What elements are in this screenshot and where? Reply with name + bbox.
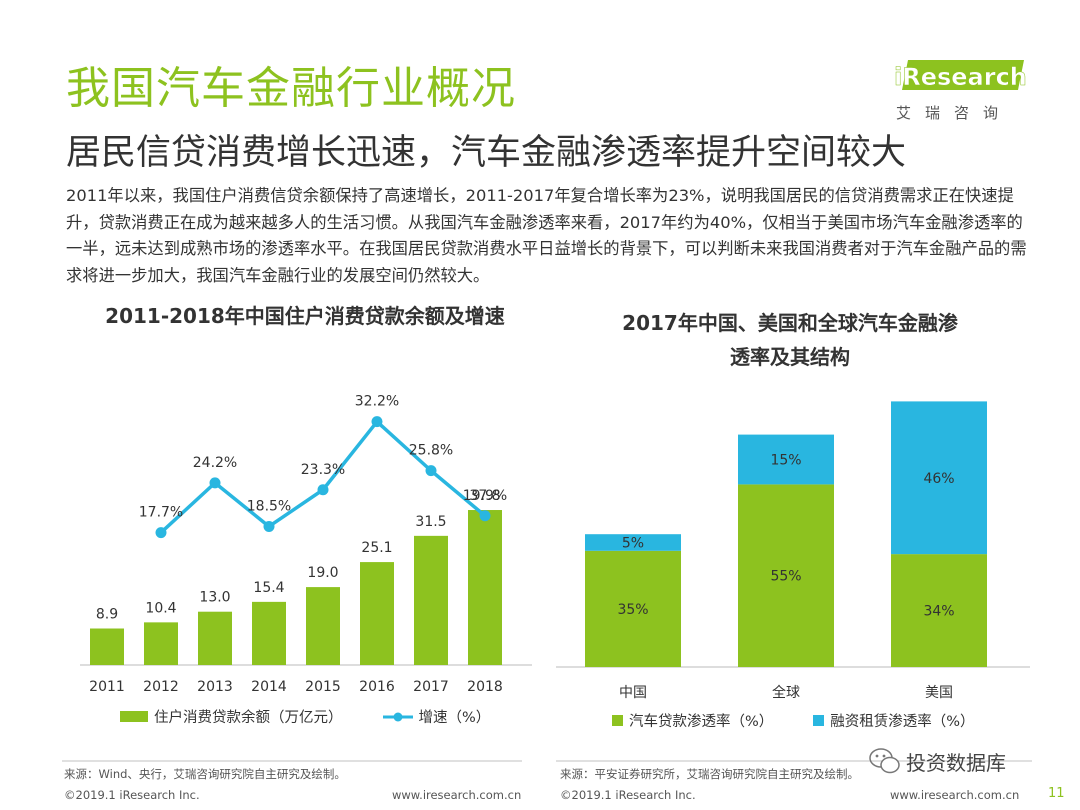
logo-cn-text: 艾瑞咨询 [896, 104, 1013, 122]
legend-swatch-blue [813, 715, 825, 726]
chart1-plot: 8.9 2011 10.4 2012 13.0 2013 15.4 2014 19.0 2015 2… [80, 394, 532, 695]
chart1-x-tick: 2017 [413, 679, 449, 695]
chart1-legend-line: 增速（%） [382, 706, 491, 727]
chart1-line-point [371, 416, 383, 428]
chart1-x-tick: 2015 [305, 679, 341, 695]
chart1-bar-label: 13.0 [199, 590, 230, 606]
chart2-segment-label: 55% [770, 569, 801, 585]
chart2-legend-leasing-label: 融资租赁渗透率（%） [830, 714, 975, 730]
url-left: www.iresearch.com.cn [392, 788, 522, 802]
chart2-legend-leasing: 融资租赁渗透率（%） [813, 710, 975, 731]
chart1-x-tick: 2011 [89, 679, 125, 695]
chart1-line-label: 24.2% [193, 455, 237, 471]
chart1-line-point [425, 465, 437, 477]
chart1-bar-label: 31.5 [415, 514, 446, 530]
chart1-bar-label: 15.4 [253, 580, 284, 596]
chart1-bar-label: 25.1 [361, 540, 392, 556]
legend-swatch-line [382, 712, 413, 721]
chart1-x-tick: 2012 [143, 679, 179, 695]
page-number: 11 [1048, 786, 1065, 801]
chart1-bar [360, 562, 394, 665]
chart1-line-point [479, 510, 491, 522]
chart2-plot: 35% 5% 中国 55% 15% 全球 34% 46% 美国 [556, 401, 1030, 701]
chart1-bar-label: 8.9 [96, 607, 118, 623]
chart1-bar-label: 10.4 [145, 600, 176, 616]
chart1-legend-bar-label: 住户消费贷款余额（万亿元） [154, 710, 343, 726]
chart2-title-line1: 2017年中国、美国和全球汽车金融渗 [622, 311, 958, 335]
intro-paragraph: 2011年以来，我国住户消费信贷余额保持了高速增长，2011-2017年复合增长… [66, 186, 1027, 285]
page-subtitle: 居民信贷消费增长迅速，汽车金融渗透率提升空间较大 [66, 133, 907, 173]
chart2-segment-label: 15% [770, 453, 801, 469]
footer-divider-right [556, 760, 1032, 762]
chart2-bar-leasing [738, 434, 834, 485]
chart2-bar-leasing [891, 401, 987, 555]
chart1-x-tick: 2016 [359, 679, 395, 695]
chart1-line-label: 32.2% [355, 394, 399, 410]
chart1-line-point [209, 477, 221, 489]
chart1-bar [144, 622, 178, 665]
chart2-bar-leasing [585, 534, 681, 551]
chart1-x-tick: 2013 [197, 679, 233, 695]
chart1-line-point [155, 527, 167, 539]
chart1-bar [252, 601, 286, 665]
footer-divider-left [62, 760, 522, 762]
legend-swatch-green [612, 715, 623, 726]
chart2-bar-auto-loan [585, 550, 681, 667]
chart1-line-label: 25.8% [409, 443, 453, 459]
iresearch-logo: iResearch 艾瑞咨询 [890, 58, 1030, 128]
chart1-legend: 住户消费贷款余额（万亿元） 增速（%） [120, 706, 490, 727]
chart1-line-label: 19.9% [463, 488, 507, 504]
chart1-x-tick: 2014 [251, 679, 287, 695]
chart1-bar-label: 19.0 [307, 565, 338, 581]
copyright-right: ©2019.1 iResearch Inc. [560, 788, 696, 802]
chart1-x-tick: 2018 [467, 679, 503, 695]
chart1-bar [468, 510, 502, 665]
chart1-line-label: 17.7% [139, 505, 183, 521]
chart2-legend-auto-loan-label: 汽车贷款渗透率（%） [629, 714, 774, 730]
logo-wordmark: iResearch [894, 60, 1026, 91]
chart2-legend-auto-loan: 汽车贷款渗透率（%） [612, 710, 773, 731]
chart2-bar-auto-loan [891, 554, 987, 667]
page-title: 我国汽车金融行业概况 [66, 63, 516, 114]
chart1-legend-line-label: 增速（%） [418, 710, 491, 726]
chart2-segment-label: 34% [923, 604, 954, 620]
chart1-title: 2011-2018年中国住户消费贷款余额及增速 [105, 304, 505, 328]
url-right: www.iresearch.com.cn [890, 788, 1020, 802]
chart1-bar [90, 628, 124, 665]
chart1-legend-bar: 住户消费贷款余额（万亿元） [120, 706, 343, 727]
chart2-title: 2017年中国、美国和全球汽车金融渗 透率及其结构 [570, 306, 1010, 374]
chart1-bar [198, 611, 232, 665]
chart2-x-tick: 美国 [925, 685, 953, 701]
chart2-bar-auto-loan [738, 484, 834, 667]
source-note-right: 来源：平安证券研究所，艾瑞咨询研究院自主研究及绘制。 [560, 767, 859, 781]
chart1-bar [414, 535, 448, 665]
chart2-x-tick: 中国 [619, 685, 647, 701]
chart1-bar-label: 37.8 [469, 488, 500, 504]
chart1-line-label: 23.3% [301, 462, 345, 478]
chart2-segment-label: 5% [622, 536, 644, 552]
chart1-bar [306, 587, 340, 665]
chart1-line-point [263, 520, 275, 532]
logo-wordmark-text: iResearch [894, 63, 1026, 91]
source-note-left: 来源：Wind、央行，艾瑞咨询研究院自主研究及绘制。 [64, 767, 346, 781]
chart1-line-point [317, 484, 329, 496]
chart2-legend: 汽车贷款渗透率（%） 融资租赁渗透率（%） [612, 710, 975, 731]
watermark: 投资数据库 [868, 746, 1006, 776]
chart2-segment-label: 46% [923, 471, 954, 487]
wechat-icon [869, 748, 900, 774]
legend-swatch-green [120, 711, 148, 722]
chart1-line-label: 18.5% [247, 498, 291, 514]
copyright-left: ©2019.1 iResearch Inc. [64, 788, 200, 802]
chart2-segment-label: 35% [617, 602, 648, 618]
chart2-title-line2: 透率及其结构 [730, 345, 850, 369]
watermark-text: 投资数据库 [906, 750, 1006, 775]
chart2-x-tick: 全球 [772, 684, 800, 701]
